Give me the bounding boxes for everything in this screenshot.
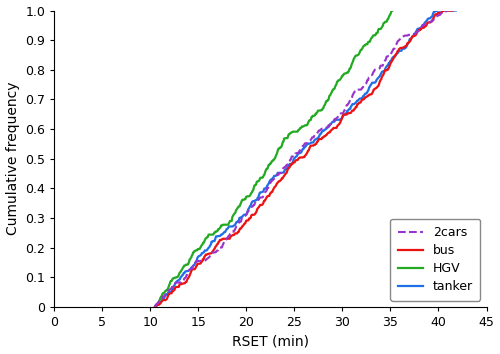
HGV xyxy=(302,124,308,128)
bus xyxy=(152,305,158,309)
bus xyxy=(367,92,373,97)
bus xyxy=(270,188,276,192)
2cars xyxy=(364,81,370,85)
Line: tanker: tanker xyxy=(155,11,456,307)
Line: HGV: HGV xyxy=(155,11,392,307)
tanker xyxy=(434,8,440,13)
tanker xyxy=(271,174,277,178)
bus xyxy=(249,213,255,217)
2cars xyxy=(188,267,194,272)
tanker xyxy=(370,81,376,85)
tanker xyxy=(453,8,459,13)
Legend: 2cars, bus, HGV, tanker: 2cars, bus, HGV, tanker xyxy=(390,219,480,301)
bus xyxy=(368,92,374,96)
HGV xyxy=(152,305,158,309)
2cars xyxy=(445,8,451,13)
Line: bus: bus xyxy=(155,11,453,307)
2cars xyxy=(365,78,371,82)
tanker xyxy=(188,266,194,270)
HGV xyxy=(246,194,252,199)
tanker xyxy=(369,81,375,85)
2cars xyxy=(152,305,158,309)
bus xyxy=(450,8,456,13)
HGV xyxy=(230,215,235,219)
HGV xyxy=(324,98,330,102)
2cars xyxy=(336,113,342,117)
HGV xyxy=(180,265,186,269)
bus xyxy=(340,115,345,120)
HGV xyxy=(324,99,330,103)
tanker xyxy=(250,199,256,203)
Y-axis label: Cumulative frequency: Cumulative frequency xyxy=(6,82,20,235)
Line: 2cars: 2cars xyxy=(155,11,448,307)
2cars xyxy=(248,207,254,211)
tanker xyxy=(152,305,158,309)
HGV xyxy=(390,8,396,13)
tanker xyxy=(341,113,347,117)
bus xyxy=(441,8,447,13)
bus xyxy=(188,270,194,274)
X-axis label: RSET (min): RSET (min) xyxy=(232,335,309,348)
2cars xyxy=(268,180,274,184)
2cars xyxy=(444,8,450,13)
